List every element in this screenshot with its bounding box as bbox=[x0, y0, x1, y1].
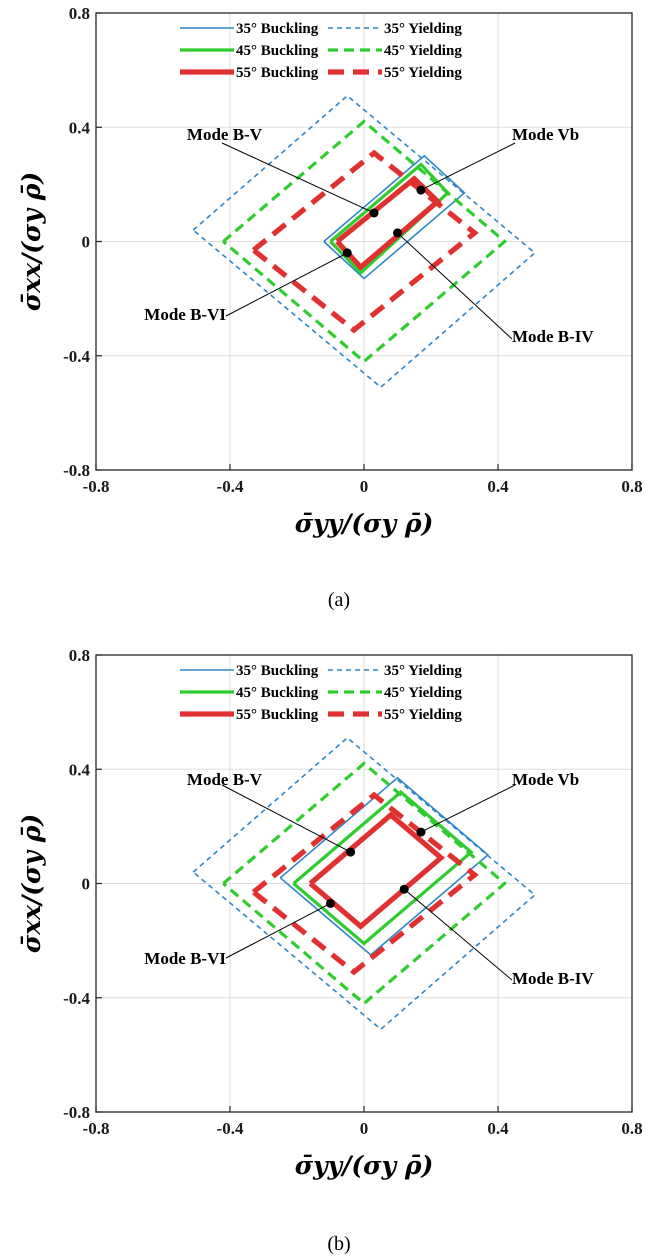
annotation-leader bbox=[221, 784, 351, 853]
series-line-45-yielding bbox=[222, 119, 508, 364]
series-line-55-buckling bbox=[308, 811, 446, 930]
y-tick-label: -0.8 bbox=[63, 461, 90, 480]
mode-marker-dot bbox=[416, 827, 426, 837]
mode-label: Mode B-VI bbox=[144, 305, 226, 324]
annotation-leader bbox=[225, 252, 348, 317]
series-line-55-yielding bbox=[251, 149, 479, 334]
mode-annotations: Mode B-V Mode Vb Mode B-VI Mode B-IV bbox=[144, 125, 594, 346]
y-tick-label: 0.4 bbox=[69, 760, 91, 779]
legend-label: 45° Yielding bbox=[384, 43, 462, 59]
mode-label: Mode B-V bbox=[187, 770, 263, 789]
x-tick-label: 0 bbox=[360, 477, 369, 496]
mode-marker-dot bbox=[369, 208, 379, 218]
mode-marker-dot bbox=[326, 898, 335, 908]
series-group bbox=[192, 736, 537, 1031]
x-tick-label: -0.8 bbox=[83, 1119, 110, 1138]
annotation-leader bbox=[420, 142, 516, 191]
y-tick-label: 0 bbox=[82, 875, 91, 894]
legend-label: 55° Yielding bbox=[384, 707, 462, 723]
mode-label: Mode Vb bbox=[512, 770, 579, 789]
x-tick-label: 0.4 bbox=[487, 1119, 509, 1138]
x-tick-label: -0.4 bbox=[217, 477, 244, 496]
y-tick-label: -0.8 bbox=[63, 1103, 90, 1122]
mode-label: Mode B-V bbox=[187, 125, 263, 144]
series-line-35-yielding bbox=[192, 94, 537, 389]
mode-marker-dot bbox=[399, 884, 409, 894]
tick-labels: -0.8 -0.4 0 0.4 0.8 0.8 0.4 0 -0.4 -0.8 bbox=[63, 646, 643, 1138]
gridlines bbox=[95, 654, 633, 1113]
y-axis-label: σ̄xx/(σy ρ̄) bbox=[17, 172, 46, 311]
annotation-leader bbox=[221, 142, 375, 214]
annotation-leader bbox=[420, 784, 516, 833]
series-group bbox=[192, 94, 537, 389]
y-tick-label: 0.8 bbox=[69, 646, 90, 665]
mode-annotations: Mode B-V Mode Vb Mode B-VI Mode B-IV bbox=[144, 770, 594, 988]
figure-caption: (b) bbox=[327, 1233, 350, 1255]
x-tick-label: -0.8 bbox=[83, 477, 110, 496]
x-tick-label: 0 bbox=[360, 1119, 369, 1138]
legend-label: 35° Buckling bbox=[236, 21, 319, 37]
legend-label: 35° Buckling bbox=[236, 663, 319, 679]
tick-labels: -0.8 -0.4 0 0.4 0.8 0.8 0.4 0 -0.4 -0.8 bbox=[63, 4, 643, 496]
legend-label: 35° Yielding bbox=[384, 663, 462, 679]
mode-label: Mode B-IV bbox=[512, 969, 594, 988]
y-tick-label: -0.4 bbox=[63, 347, 90, 366]
legend: 35° Buckling 35° Yielding 45° Buckling 45° … bbox=[180, 663, 462, 723]
x-tick-label: 0.4 bbox=[487, 477, 509, 496]
legend-label: 45° Buckling bbox=[236, 685, 319, 701]
y-tick-label: 0 bbox=[82, 233, 91, 252]
mode-marker-dot bbox=[346, 847, 356, 857]
legend-label: 55° Buckling bbox=[236, 65, 319, 81]
y-tick-label: 0.8 bbox=[69, 4, 90, 23]
series-line-45-yielding bbox=[222, 761, 508, 1006]
legend-label: 55° Yielding bbox=[384, 65, 462, 81]
annotation-leader bbox=[403, 888, 513, 981]
y-tick-label: -0.4 bbox=[63, 989, 90, 1008]
mode-marker-dot bbox=[416, 185, 426, 195]
mode-label: Mode B-VI bbox=[144, 949, 226, 968]
legend-label: 35° Yielding bbox=[384, 21, 462, 37]
annotation-leader bbox=[397, 232, 513, 340]
chart-b: -0.8 -0.4 0 0.4 0.8 0.8 0.4 0 -0.4 -0.8 35° Buckli… bbox=[17, 646, 643, 1255]
series-line-35-buckling bbox=[323, 154, 466, 280]
y-axis-label: σ̄xx/(σy ρ̄) bbox=[17, 814, 46, 953]
y-tick-label: 0.4 bbox=[69, 118, 91, 137]
x-axis-label: σ̄yy/(σy ρ̄) bbox=[295, 509, 434, 538]
legend-label: 45° Buckling bbox=[236, 43, 319, 59]
legend-label: 45° Yielding bbox=[384, 685, 462, 701]
mode-label: Mode Vb bbox=[512, 125, 579, 144]
legend: 35° Buckling 35° Yielding 45° Buckling 45° … bbox=[180, 21, 462, 81]
mode-marker-dot bbox=[393, 228, 402, 238]
chart-a: -0.8 -0.4 0 0.4 0.8 0.8 0.4 0 -0.4 -0.8 35° Buckli… bbox=[17, 4, 643, 611]
legend-label: 55° Buckling bbox=[236, 707, 319, 723]
series-line-35-yielding bbox=[192, 736, 537, 1031]
x-tick-label: 0.8 bbox=[621, 1119, 642, 1138]
series-line-45-buckling bbox=[292, 789, 474, 946]
figure-caption: (a) bbox=[328, 589, 350, 611]
mode-marker-dot bbox=[342, 248, 352, 258]
annotation-leader bbox=[225, 903, 331, 959]
x-tick-label: 0.8 bbox=[621, 477, 642, 496]
gridlines bbox=[95, 12, 633, 471]
x-axis-label: σ̄yy/(σy ρ̄) bbox=[295, 1151, 434, 1180]
series-line-55-yielding bbox=[251, 791, 479, 976]
mode-label: Mode B-IV bbox=[512, 327, 594, 346]
x-tick-label: -0.4 bbox=[217, 1119, 244, 1138]
